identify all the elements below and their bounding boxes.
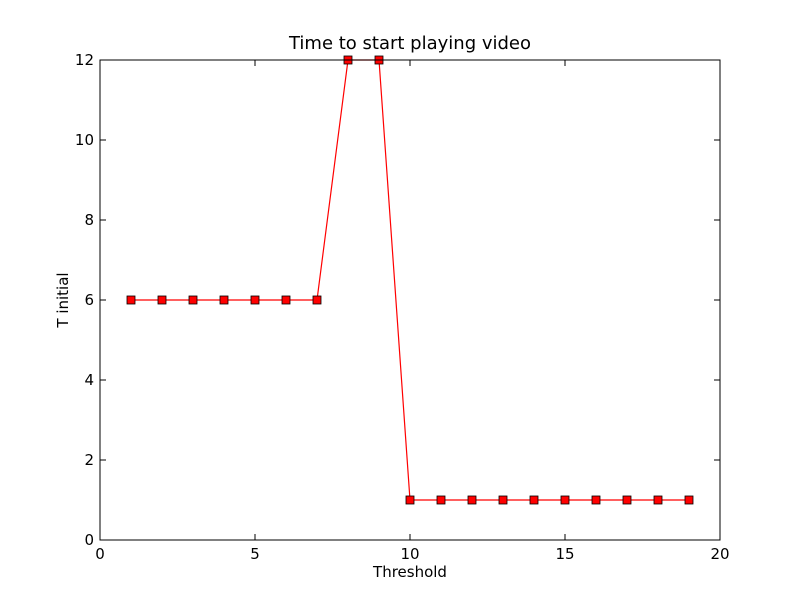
- x-tick-label: 0: [95, 545, 105, 563]
- y-tick-label: 10: [75, 131, 94, 149]
- data-point: [281, 295, 291, 305]
- ticks-layer: 0 5 10 15 20 0 2 4 6 8 10 12: [75, 51, 730, 563]
- plot-frame: [99, 59, 721, 541]
- data-point: [653, 495, 663, 505]
- data-point: [467, 495, 477, 505]
- data-point: [560, 495, 570, 505]
- data-point: [126, 295, 136, 305]
- x-axis-label: Threshold: [372, 563, 447, 581]
- y-tick-label: 12: [75, 51, 94, 69]
- y-axis-label: T initial: [54, 272, 72, 328]
- x-tick-label: 10: [400, 545, 419, 563]
- y-tick-label: 6: [84, 291, 94, 309]
- data-point: [188, 295, 198, 305]
- data-point: [219, 295, 229, 305]
- data-point: [405, 495, 415, 505]
- x-tick-label: 15: [555, 545, 574, 563]
- data-point: [622, 495, 632, 505]
- x-tick-label: 5: [250, 545, 260, 563]
- x-tick-label: 20: [710, 545, 729, 563]
- data-point: [436, 495, 446, 505]
- y-tick-label: 8: [84, 211, 94, 229]
- data-point: [157, 295, 167, 305]
- data-point: [312, 295, 322, 305]
- chart-title: Time to start playing video: [288, 33, 531, 54]
- y-tick-label: 2: [84, 451, 94, 469]
- data-point: [529, 495, 539, 505]
- y-tick-label: 4: [84, 371, 94, 389]
- data-point: [250, 295, 260, 305]
- data-point: [591, 495, 601, 505]
- data-point: [684, 495, 694, 505]
- data-point: [498, 495, 508, 505]
- y-tick-label: 0: [84, 531, 94, 549]
